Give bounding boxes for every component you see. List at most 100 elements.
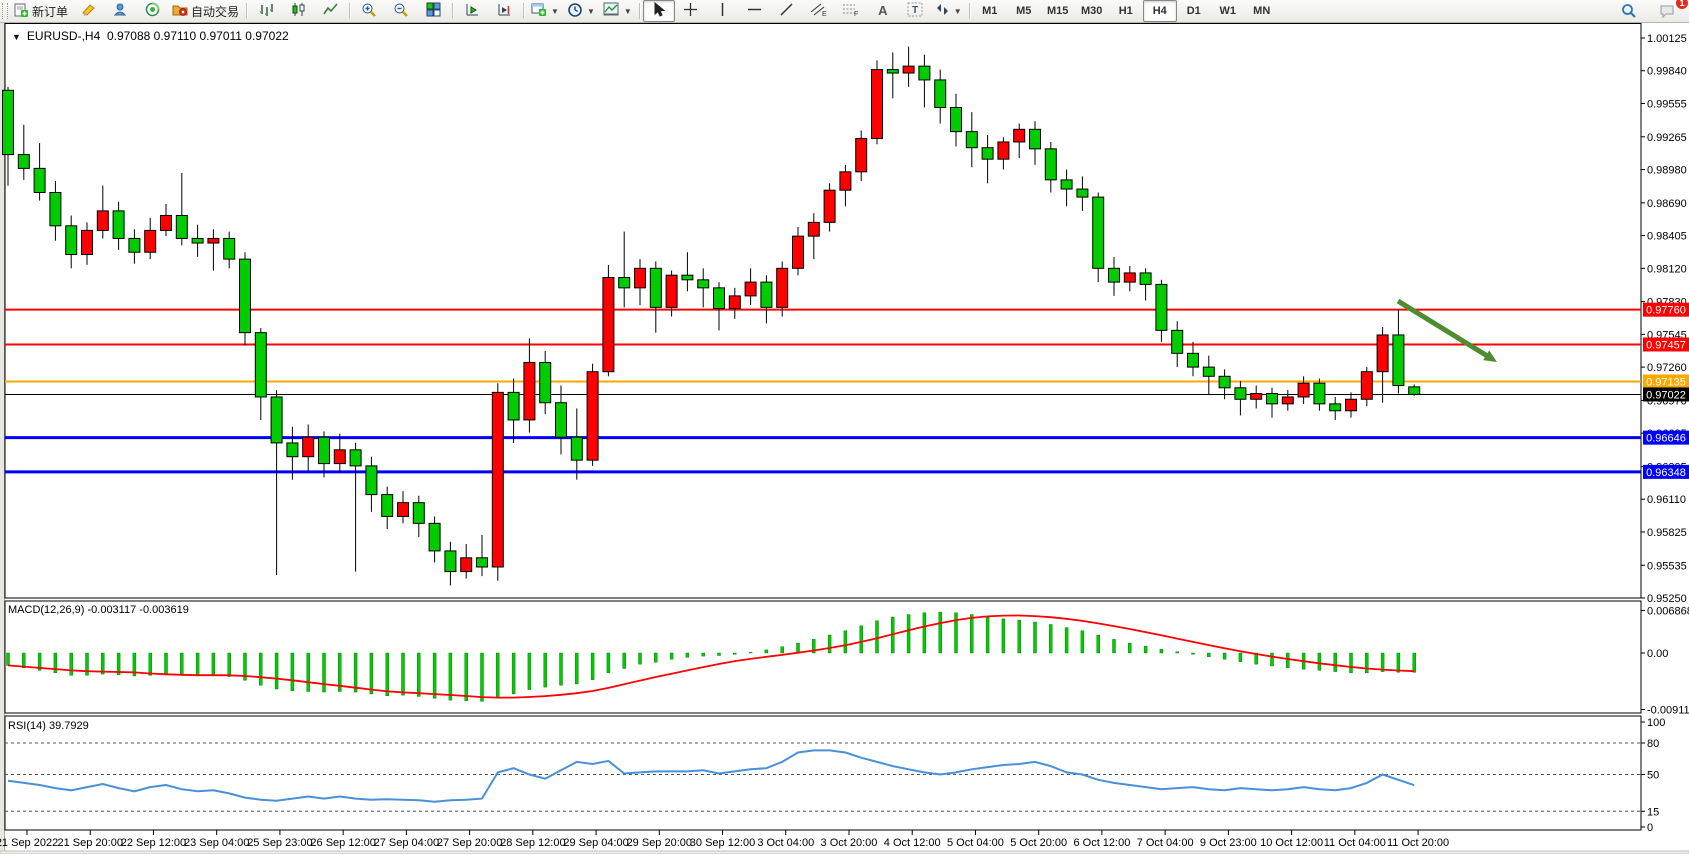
svg-text:0.97135: 0.97135 xyxy=(1646,376,1686,388)
price-chart-canvas[interactable]: 1.00125 0.99840 0.99555 0.99265 0.98980 0.986… xyxy=(0,23,1689,854)
zoom-in-button[interactable] xyxy=(353,0,385,22)
chat-button[interactable]: 1 xyxy=(1651,0,1688,22)
rsi-value: 39.7929 xyxy=(48,720,89,732)
svg-text:T: T xyxy=(912,5,918,16)
toolbar-separator xyxy=(349,3,351,19)
autotrading-button[interactable]: 自动交易 xyxy=(168,0,243,22)
toolbar-grip[interactable] xyxy=(2,3,8,19)
timeframe-h4-button[interactable]: H4 xyxy=(1142,0,1177,22)
svg-text:25 Sep 23:00: 25 Sep 23:00 xyxy=(247,837,312,849)
rsi-panel[interactable]: 100 80 50 15 0 xyxy=(5,717,1665,834)
svg-text:0.99265: 0.99265 xyxy=(1647,132,1687,144)
svg-text:0.97022: 0.97022 xyxy=(1646,389,1686,401)
svg-text:11 Oct 04:00: 11 Oct 04:00 xyxy=(1324,837,1386,849)
candlestick-plot[interactable] xyxy=(2,46,1421,586)
svg-text:22 Sep 12:00: 22 Sep 12:00 xyxy=(121,837,186,849)
search-button[interactable] xyxy=(1613,0,1645,22)
new-order-button[interactable]: 新订单 xyxy=(10,0,72,22)
svg-text:7 Oct 04:00: 7 Oct 04:00 xyxy=(1137,837,1194,849)
text-icon: A xyxy=(878,3,888,18)
chevron-down-icon: ▼ xyxy=(551,6,559,16)
vertical-line-icon xyxy=(716,2,729,20)
text-button[interactable]: A xyxy=(867,0,899,22)
autotrading-label: 自动交易 xyxy=(191,4,240,19)
timeframe-m15-button[interactable]: M15 xyxy=(1047,5,1069,17)
market-watch-button[interactable] xyxy=(104,0,136,22)
chevron-down-icon: ▼ xyxy=(623,6,632,16)
timeframe-m5-button[interactable]: M5 xyxy=(1016,5,1032,17)
timeframe-w1-button[interactable]: W1 xyxy=(1219,5,1236,17)
highlighter-button[interactable] xyxy=(72,0,104,22)
timeframe-toolbar: M1 M5 M15 M30 H1 H4 D1 W1 MN xyxy=(973,0,1279,22)
svg-text:0.98980: 0.98980 xyxy=(1647,165,1687,177)
svg-text:100: 100 xyxy=(1647,717,1665,729)
timeframe-h1-button[interactable]: H1 xyxy=(1118,5,1133,17)
line-chart-icon xyxy=(322,2,338,20)
macd-name: MACD(12,26,9) xyxy=(8,604,85,616)
zoom-out-button[interactable] xyxy=(385,0,417,22)
symbol-dropdown-icon[interactable]: ▼ xyxy=(12,32,21,42)
svg-text:0.98690: 0.98690 xyxy=(1647,198,1687,210)
price-axis: 1.00125 0.99840 0.99555 0.99265 0.98980 0.986… xyxy=(1641,33,1687,605)
candlestick-chart-button[interactable] xyxy=(282,0,314,22)
text-label-button[interactable]: T xyxy=(899,0,931,22)
svg-text:0.00: 0.00 xyxy=(1647,648,1668,660)
rsi-indicator-label: RSI(14) 39.7929 xyxy=(8,720,89,732)
svg-text:6 Oct 12:00: 6 Oct 12:00 xyxy=(1073,837,1130,849)
svg-text:26 Sep 12:00: 26 Sep 12:00 xyxy=(310,837,375,849)
svg-text:0.006868: 0.006868 xyxy=(1647,605,1689,617)
chevron-down-icon: ▼ xyxy=(953,6,962,16)
equidistant-channel-icon: E xyxy=(810,2,827,20)
timeframe-m1-button[interactable]: M1 xyxy=(982,5,998,17)
crosshair-button[interactable] xyxy=(675,0,707,22)
svg-text:0.96110: 0.96110 xyxy=(1647,494,1686,506)
svg-text:0.99840: 0.99840 xyxy=(1647,66,1687,78)
cursor-button[interactable] xyxy=(642,0,675,22)
chart-title: ▼ EURUSD-,H4 0.97088 0.97110 0.97011 0.97… xyxy=(12,29,289,43)
trend-arrow-object[interactable] xyxy=(1396,298,1497,362)
period-clock-button[interactable]: ▼ xyxy=(563,0,599,22)
toolbar-separator xyxy=(968,3,970,19)
timeframe-d1-button[interactable]: D1 xyxy=(1186,5,1201,17)
cursor-icon xyxy=(652,1,666,20)
line-chart-button[interactable] xyxy=(314,0,346,22)
trendline-button[interactable] xyxy=(771,0,803,22)
new-order-icon xyxy=(14,3,29,20)
timeframe-mn-button[interactable]: MN xyxy=(1253,5,1271,17)
chart-shift-button[interactable] xyxy=(488,0,520,22)
template-button[interactable]: ▼ xyxy=(599,0,636,22)
fibonacci-button[interactable]: F xyxy=(835,0,867,22)
vertical-line-button[interactable] xyxy=(707,0,739,22)
new-chart-button[interactable]: ▼ xyxy=(527,0,563,22)
arrows-button[interactable]: ▼ xyxy=(931,0,966,22)
crosshair-icon xyxy=(683,2,698,20)
market-watch-icon xyxy=(113,2,128,20)
svg-text:21 Sep 2022: 21 Sep 2022 xyxy=(0,837,58,849)
toolbar-separator xyxy=(246,3,248,19)
svg-text:1.00125: 1.00125 xyxy=(1647,33,1687,45)
arrows-icon xyxy=(935,2,950,20)
toolbar: 新订单 自动交易 xyxy=(0,0,1689,23)
data-radar-button[interactable] xyxy=(136,0,168,22)
chart-window[interactable]: 1.00125 0.99840 0.99555 0.99265 0.98980 0.986… xyxy=(0,23,1689,854)
tile-windows-button[interactable] xyxy=(417,0,449,22)
trendline-icon xyxy=(779,2,794,20)
svg-text:0.95825: 0.95825 xyxy=(1647,527,1687,539)
timeframe-m30-button[interactable]: M30 xyxy=(1081,5,1103,17)
svg-text:-0.009114: -0.009114 xyxy=(1647,705,1689,717)
macd-signal-value: -0.003619 xyxy=(139,604,189,616)
toolbar-separator xyxy=(452,3,454,19)
horizontal-line-button[interactable] xyxy=(739,0,771,22)
auto-scroll-button[interactable] xyxy=(456,0,488,22)
svg-text:27 Sep 04:00: 27 Sep 04:00 xyxy=(374,837,439,849)
svg-text:23 Sep 04:00: 23 Sep 04:00 xyxy=(184,837,249,849)
svg-text:0.97760: 0.97760 xyxy=(1646,305,1686,317)
chevron-down-icon: ▼ xyxy=(586,6,595,16)
new-chart-icon xyxy=(531,2,547,20)
equidistant-channel-button[interactable]: E xyxy=(803,0,835,22)
svg-text:30 Sep 12:00: 30 Sep 12:00 xyxy=(690,837,755,849)
svg-text:0: 0 xyxy=(1647,822,1653,834)
bar-chart-button[interactable] xyxy=(250,0,282,22)
macd-panel[interactable]: 0.006868 0.00 -0.009114 xyxy=(6,605,1689,717)
panel-frames xyxy=(4,23,1642,831)
